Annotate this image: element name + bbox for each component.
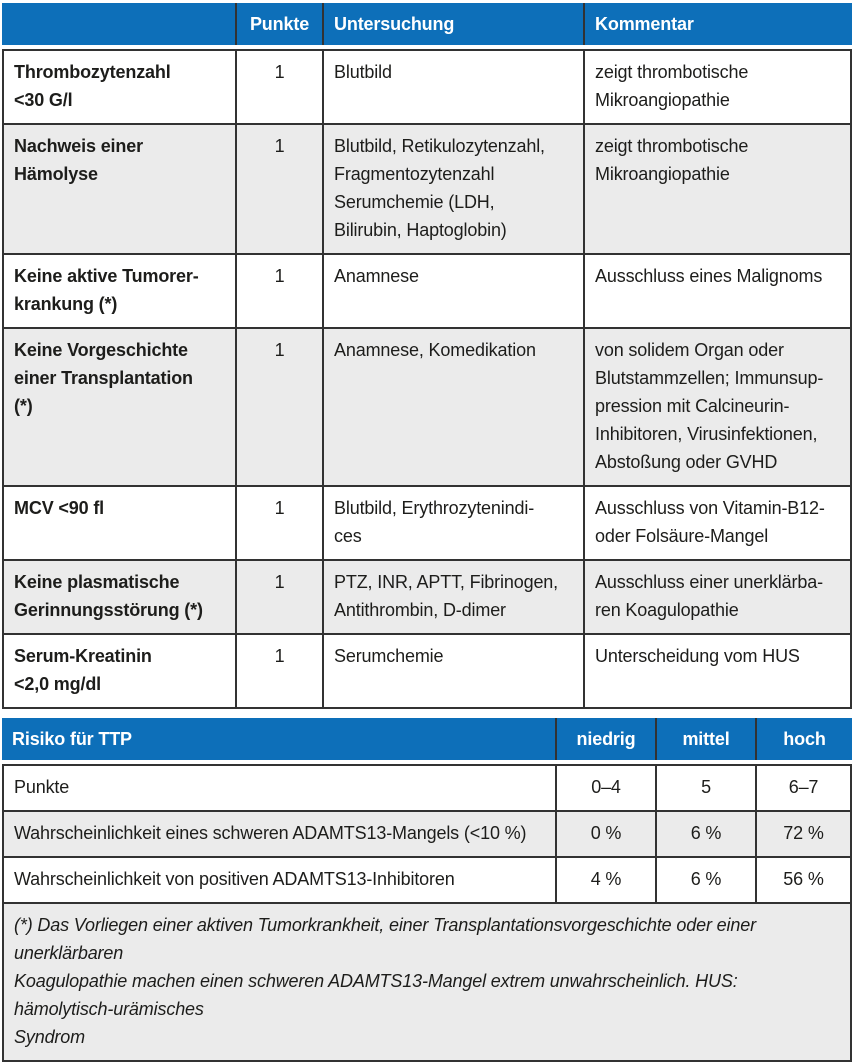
kommentar-cell: Ausschluss einer unerklärba- ren Koagulo…: [583, 559, 852, 635]
risk-high-cell: 6–7: [755, 764, 852, 812]
kommentar-cell: zeigt thrombotische Mikroangiopathie: [583, 123, 852, 255]
table-row: Keine plasmatische Gerinnungsstörung (*)…: [2, 559, 852, 635]
criterion-cell: Nachweis einer Hämolyse: [2, 123, 237, 255]
table-row: MCV <90 fl 1 Blutbild, Erythrozytenindi-…: [2, 485, 852, 561]
points-cell: 1: [235, 123, 324, 255]
header-untersuchung: Untersuchung: [322, 3, 583, 45]
points-cell: 1: [235, 49, 324, 125]
table-row: Nachweis einer Hämolyse 1 Blutbild, Reti…: [2, 123, 852, 255]
table-row: Thrombozytenzahl <30 G/l 1 Blutbild zeig…: [2, 49, 852, 125]
points-cell: 1: [235, 327, 324, 487]
risk-high-cell: 72 %: [755, 810, 852, 858]
criterion-cell: Serum-Kreatinin <2,0 mg/dl: [2, 633, 237, 709]
header-risiko-fuer-ttp: Risiko für TTP: [12, 729, 132, 749]
risk-low-cell: 0 %: [555, 810, 657, 858]
points-cell: 1: [235, 633, 324, 709]
untersuchung-cell: Blutbild, Retikulozytenzahl, Fragmentozy…: [322, 123, 585, 255]
points-cell: 1: [235, 485, 324, 561]
table-row: Keine Vorgeschichte einer Transplantatio…: [2, 327, 852, 487]
criterion-cell: Keine aktive Tumorer- krankung (*): [2, 253, 237, 329]
risk-label-cell: Punkte: [2, 764, 557, 812]
untersuchung-cell: Serumchemie: [322, 633, 585, 709]
risk-high-cell: 56 %: [755, 856, 852, 904]
risk-table-body: Punkte 0–4 5 6–7 Wahrscheinlichkeit eine…: [2, 764, 852, 1062]
untersuchung-cell: PTZ, INR, APTT, Fibrinogen, Antithrombin…: [322, 559, 585, 635]
scoring-table-body: Thrombozytenzahl <30 G/l 1 Blutbild zeig…: [2, 49, 852, 709]
header-hoch: hoch: [755, 718, 852, 760]
risk-low-cell: 0–4: [555, 764, 657, 812]
risk-medium-cell: 6 %: [655, 856, 757, 904]
plasmic-score-figure: Punkte Untersuchung Kommentar Thrombozyt…: [2, 3, 852, 1062]
table-row: Keine aktive Tumorer- krankung (*) 1 Ana…: [2, 253, 852, 329]
header-criterion: [2, 3, 235, 45]
kommentar-cell: Ausschluss eines Malignoms: [583, 253, 852, 329]
risk-label-cell: Wahrscheinlichkeit von positiven ADAMTS1…: [2, 856, 557, 904]
kommentar-cell: zeigt thrombotische Mikroangiopathie: [583, 49, 852, 125]
kommentar-cell: Unterscheidung vom HUS: [583, 633, 852, 709]
table-row: Wahrscheinlichkeit eines schweren ADAMTS…: [2, 810, 852, 858]
untersuchung-cell: Blutbild: [322, 49, 585, 125]
untersuchung-cell: Anamnese, Komedikation: [322, 327, 585, 487]
untersuchung-cell: Anamnese: [322, 253, 585, 329]
scoring-table-header: Punkte Untersuchung Kommentar: [2, 3, 852, 45]
risk-medium-cell: 5: [655, 764, 757, 812]
header-kommentar: Kommentar: [583, 3, 852, 45]
risk-label-cell: Wahrscheinlichkeit eines schweren ADAMTS…: [2, 810, 557, 858]
criterion-cell: MCV <90 fl: [2, 485, 237, 561]
criterion-cell: Keine Vorgeschichte einer Transplantatio…: [2, 327, 237, 487]
risk-table: Risiko für TTP niedrig mittel hoch Punkt…: [2, 718, 852, 1062]
table-separator: [2, 709, 852, 718]
risk-medium-cell: 6 %: [655, 810, 757, 858]
points-cell: 1: [235, 559, 324, 635]
criterion-cell: Keine plasmatische Gerinnungsstörung (*): [2, 559, 237, 635]
header-niedrig: niedrig: [555, 718, 655, 760]
risk-low-cell: 4 %: [555, 856, 657, 904]
risk-table-header: Risiko für TTP niedrig mittel hoch: [2, 718, 852, 760]
table-row: Serum-Kreatinin <2,0 mg/dl 1 Serumchemie…: [2, 633, 852, 709]
untersuchung-cell: Blutbild, Erythrozytenindi- ces: [322, 485, 585, 561]
points-cell: 1: [235, 253, 324, 329]
footnote: (*) Das Vorliegen einer aktiven Tumorkra…: [2, 902, 852, 1062]
kommentar-cell: von solidem Organ oder Blutstammzellen; …: [583, 327, 852, 487]
kommentar-cell: Ausschluss von Vitamin-B12- oder Folsäur…: [583, 485, 852, 561]
scoring-table: Punkte Untersuchung Kommentar Thrombozyt…: [2, 3, 852, 709]
header-mittel: mittel: [655, 718, 755, 760]
header-punkte: Punkte: [235, 3, 322, 45]
footnote-row: (*) Das Vorliegen einer aktiven Tumorkra…: [2, 902, 852, 1062]
criterion-cell: Thrombozytenzahl <30 G/l: [2, 49, 237, 125]
table-row: Punkte 0–4 5 6–7: [2, 764, 852, 812]
table-row: Wahrscheinlichkeit von positiven ADAMTS1…: [2, 856, 852, 904]
